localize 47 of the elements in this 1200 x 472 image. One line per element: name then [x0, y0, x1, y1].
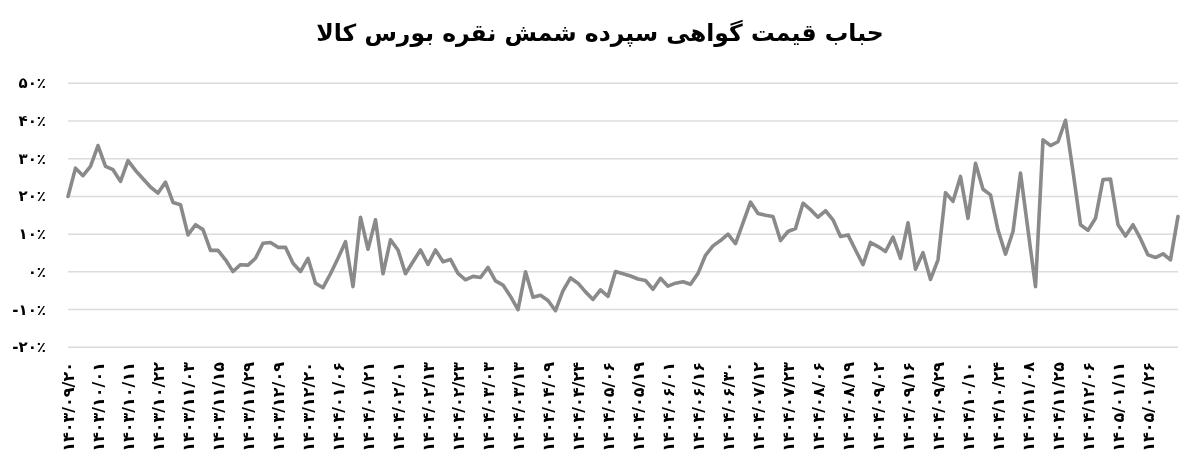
x-tick-label: ۱۴۰۴/۰۷/۲۳ — [778, 361, 798, 452]
x-tick-label: ۱۴۰۴/۰۹/۰۲ — [868, 361, 888, 452]
y-tick-label: ۰٪ — [27, 262, 46, 281]
x-tick-label: ۱۴۰۴/۱۱/۲۵ — [1048, 361, 1068, 452]
x-tick-label: ۱۴۰۴/۱۱/۰۸ — [1018, 361, 1038, 452]
x-tick-label: ۱۴۰۴/۰۶/۱۶ — [688, 362, 708, 452]
x-tick-label: ۱۴۰۴/۰۵/۰۶ — [598, 362, 618, 452]
y-tick-label: ۲۰٪ — [18, 187, 46, 206]
x-tick-label: ۱۴۰۴/۰۱/۰۶ — [328, 362, 348, 452]
x-tick-label: ۱۴۰۳/۱۰/۱۱ — [118, 362, 138, 452]
x-tick-label: ۱۴۰۳/۱۱/۱۵ — [208, 361, 228, 452]
x-tick-label: ۱۴۰۴/۰۳/۰۳ — [478, 361, 498, 452]
x-tick-label: ۱۴۰۵/۰۱/۱۱ — [1108, 362, 1128, 452]
line-series — [66, 118, 1180, 313]
y-tick-label: ۳۰٪ — [18, 149, 46, 168]
x-tick-label: ۱۴۰۴/۰۹/۲۹ — [928, 361, 948, 452]
x-tick-label: ۱۴۰۴/۰۲/۱۳ — [418, 361, 438, 452]
y-tick-label: ۱۰٪ — [18, 225, 46, 244]
x-tick-label: ۱۴۰۳/۰۹/۲۰ — [58, 362, 78, 452]
y-tick-label: ۵۰٪ — [18, 74, 46, 93]
x-tick-label: ۱۴۰۳/۱۲/۰۹ — [268, 361, 288, 452]
x-tick-label: ۱۴۰۳/۱۲/۲۰ — [298, 362, 318, 452]
x-tick-label: ۱۴۰۳/۱۱/۰۳ — [178, 361, 198, 452]
x-tick-label: ۱۴۰۴/۰۲/۲۳ — [448, 361, 468, 452]
x-tick-label: ۱۴۰۳/۱۱/۲۹ — [238, 361, 258, 452]
x-tick-label: ۱۴۰۳/۱۰/۲۲ — [148, 361, 168, 452]
y-tick-label: -۲۰٪ — [12, 338, 46, 357]
x-tick-label: ۱۴۰۴/۰۴/۲۴ — [568, 361, 588, 452]
x-tick-label: ۱۴۰۴/۰۸/۱۹ — [838, 361, 858, 452]
x-tick-label: ۱۴۰۳/۱۰/۰۱ — [88, 362, 108, 452]
x-tick-label: ۱۴۰۴/۰۲/۰۱ — [388, 362, 408, 452]
x-tick-label: ۱۴۰۵/۰۱/۲۶ — [1138, 362, 1158, 452]
chart-title: حباب قیمت گواهی سپرده شمش نقره بورس کالا — [316, 19, 884, 47]
y-tick-label: ۴۰٪ — [18, 112, 46, 131]
x-tick-label: ۱۴۰۴/۰۳/۱۳ — [508, 361, 528, 452]
x-tick-label: ۱۴۰۴/۰۷/۱۲ — [748, 361, 768, 452]
x-tick-label: ۱۴۰۴/۰۴/۰۹ — [538, 361, 558, 452]
x-tick-label: ۱۴۰۴/۱۰/۱۰ — [958, 362, 978, 452]
x-tick-label: ۱۴۰۴/۱۲/۰۶ — [1078, 362, 1098, 452]
x-tick-label: ۱۴۰۴/۰۹/۱۶ — [898, 362, 918, 452]
x-tick-label: ۱۴۰۴/۰۸/۰۶ — [808, 362, 828, 452]
x-tick-label: ۱۴۰۴/۰۶/۰۱ — [658, 362, 678, 452]
x-tick-label: ۱۴۰۴/۰۶/۳۰ — [718, 362, 738, 452]
x-tick-label: ۱۴۰۴/۰۱/۲۱ — [358, 362, 378, 452]
y-tick-label: -۱۰٪ — [12, 300, 46, 319]
x-tick-label: ۱۴۰۴/۱۰/۲۴ — [988, 361, 1008, 452]
x-tick-label: ۱۴۰۴/۰۵/۱۹ — [628, 361, 648, 452]
